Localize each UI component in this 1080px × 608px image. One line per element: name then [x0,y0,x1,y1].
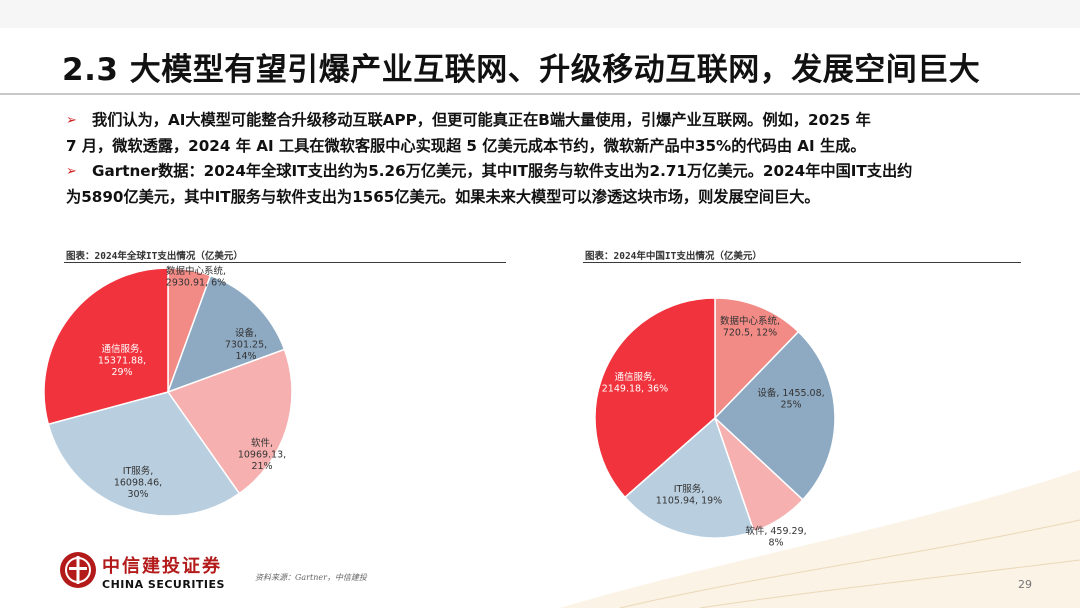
pie-label-1: 设备, 7301.25, 14% [225,327,267,362]
page-number: 29 [1018,578,1032,591]
global-it-spending-pie: 数据中心系统, 2930.91, 6% 设备, 7301.25, 14% 软件, 10969… [43,265,293,517]
bullet-arrow-icon: ➢ [66,164,77,179]
page-title: 2.3 大模型有望引爆产业互联网、升级移动互联网，发展空间巨大 [62,52,981,88]
bullet-item: ➢ 我们认为，AI大模型可能整合升级移动互联APP，但更可能真正在B端大量使用，… [66,108,1012,134]
pie-label-4: 通信服务, 2149.18, 36% [602,371,668,395]
pie-label-0: 数据中心系统, 720.5, 12% [720,315,780,339]
chart-title-china: 图表：2024年中国IT支出情况（亿美元） [585,251,762,262]
pie-label-2: 软件, 10969.13, 21% [238,437,286,472]
bullet-item: ➢ Gartner数据：2024年全球IT支出约为5.26万亿美元，其中IT服务… [66,159,1012,185]
caption-divider [64,262,506,263]
china-securities-logo-icon [60,552,96,588]
china-it-spending-pie: 数据中心系统, 720.5, 12% 设备, 1455.08, 25% 软件, 459.… [594,297,836,549]
pie-slice-2 [166,348,293,495]
pie-label-3: IT服务, 1105.94, 19% [656,483,722,507]
pie-label-1: 设备, 1455.08, 25% [757,387,824,411]
pie-slice-4 [43,267,169,426]
pie-slice-1 [713,330,836,501]
bullet-list: ➢ 我们认为，AI大模型可能整合升级移动互联APP，但更可能真正在B端大量使用，… [66,108,1012,210]
caption-divider [583,262,1021,263]
logo-text-en: CHINA SECURITIES [102,578,225,591]
pie-label-0: 数据中心系统, 2930.91, 6% [166,265,226,289]
pie-slice-3 [623,416,755,539]
bullet-line: 我们认为，AI大模型可能整合升级移动互联APP，但更可能真正在B端大量使用，引爆… [92,111,871,129]
bullet-line: 为5890亿美元，其中IT服务与软件支出为1565亿美元。如果未来大模型可以渗透… [66,187,820,206]
logo-text-cn: 中信建投证券 [102,556,222,577]
pie-slice-1 [166,274,286,394]
pie-label-4: 通信服务, 15371.88, 29% [98,343,146,378]
pie-label-3: IT服务, 16098.46, 30% [114,465,162,500]
source-note: 资料来源：Gartner，中信建投 [255,573,367,582]
pie-label-2: 软件, 459.29, 8% [745,525,806,549]
pie-slice-4 [594,297,716,499]
bullet-arrow-icon: ➢ [66,113,77,128]
bullet-line: 7 月，微软透露，2024 年 AI 工具在微软客服中心实现超 5 亿美元成本节… [66,136,866,155]
bullet-line: Gartner数据：2024年全球IT支出约为5.26万亿美元，其中IT服务与软… [92,162,913,180]
chart-title-global: 图表：2024年全球IT支出情况（亿美元） [66,251,243,262]
pie-slice-0 [714,297,800,420]
pie-slice-3 [47,391,241,517]
